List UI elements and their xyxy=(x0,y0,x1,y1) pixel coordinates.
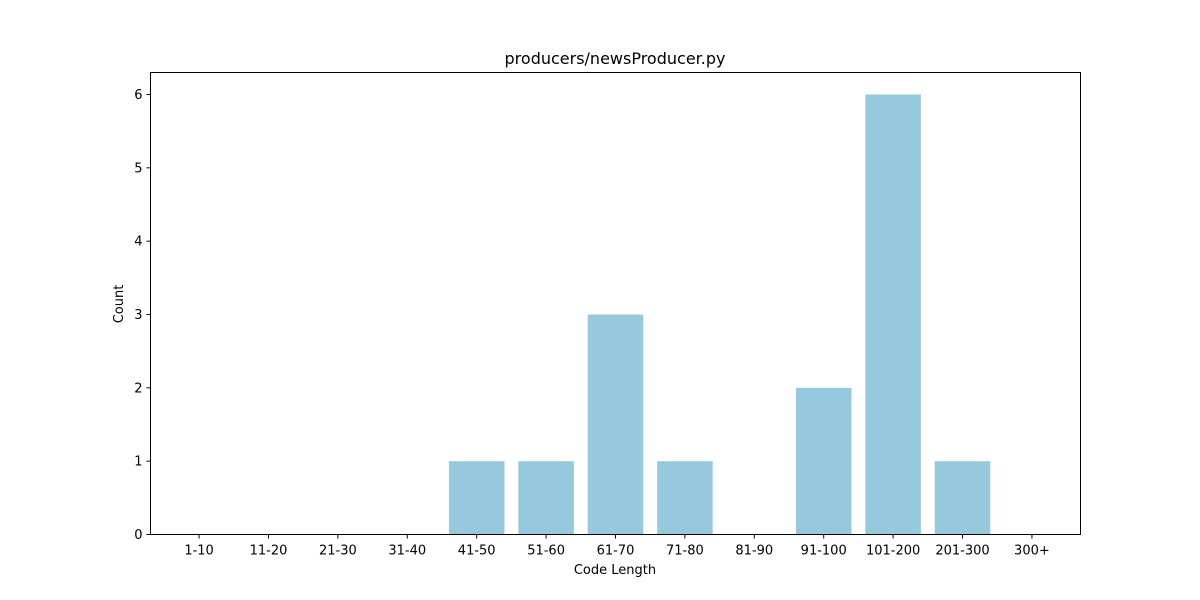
x-tick-label: 101-200 xyxy=(866,544,920,559)
x-tick-label: 21-30 xyxy=(319,544,357,559)
x-tick-label: 1-10 xyxy=(184,544,214,559)
x-tick-label: 91-100 xyxy=(801,544,847,559)
x-tick-label: 81-90 xyxy=(735,544,773,559)
y-tick-label: 3 xyxy=(134,308,142,323)
bars-group xyxy=(448,94,991,535)
chart-title: producers/newsProducer.py xyxy=(505,49,726,68)
y-axis-label: Count xyxy=(112,285,127,324)
bar-201-300 xyxy=(934,461,991,535)
y-tick-label: 5 xyxy=(134,161,142,176)
x-tick-label: 11-20 xyxy=(250,544,288,559)
y-axis-ticks: 0 1 2 3 4 5 6 xyxy=(134,88,151,543)
x-tick-label: 300+ xyxy=(1014,544,1050,559)
bar-61-70 xyxy=(587,314,644,535)
x-tick-label: 51-60 xyxy=(527,544,565,559)
y-tick-label: 6 xyxy=(134,88,142,103)
x-tick-label: 61-70 xyxy=(597,544,635,559)
x-axis-ticks: 1-10 11-20 21-30 31-40 41-50 51-60 61-70 71-80 8… xyxy=(184,534,1050,559)
bar-101-200 xyxy=(865,94,921,535)
x-tick-label: 41-50 xyxy=(458,544,496,559)
y-tick-label: 2 xyxy=(134,381,142,396)
bar-41-50 xyxy=(448,461,505,535)
bar-51-60 xyxy=(518,461,574,535)
bar-91-100 xyxy=(795,387,852,535)
bar-71-80 xyxy=(657,461,713,535)
x-tick-label: 201-300 xyxy=(935,544,989,559)
y-tick-label: 4 xyxy=(134,235,142,250)
y-tick-label: 1 xyxy=(134,455,142,470)
x-axis-label: Code Length xyxy=(574,563,656,578)
x-tick-label: 31-40 xyxy=(388,544,426,559)
y-tick-label: 0 xyxy=(134,528,142,543)
x-tick-label: 71-80 xyxy=(666,544,704,559)
